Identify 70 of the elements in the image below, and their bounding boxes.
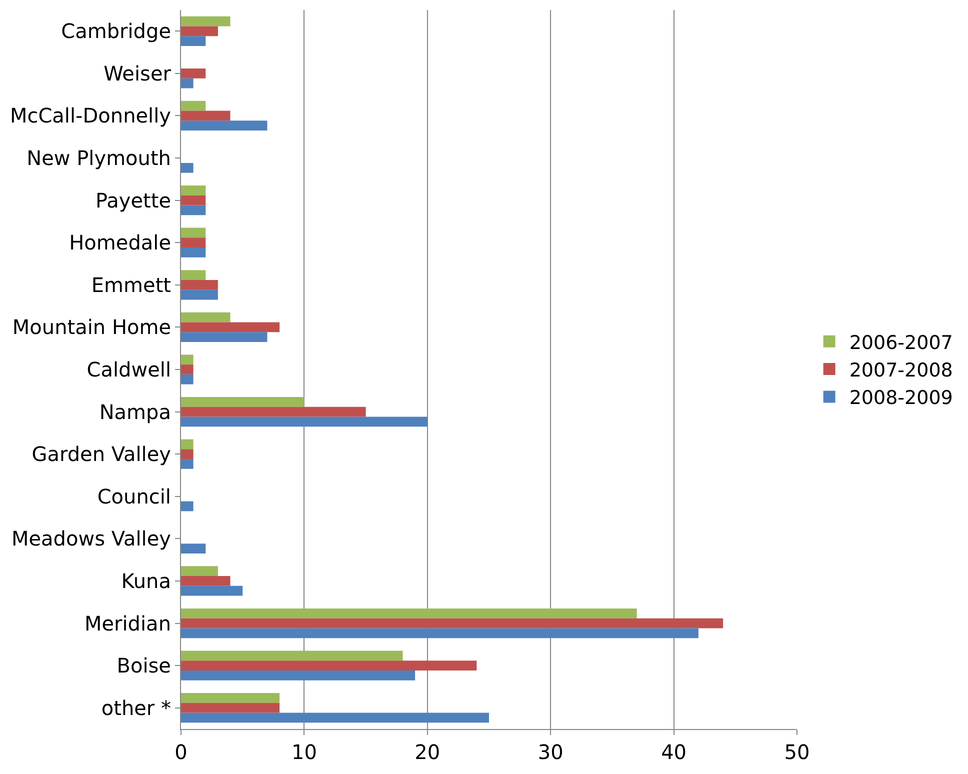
bar (181, 195, 206, 206)
bar (181, 26, 218, 36)
bar (181, 406, 366, 417)
bar (181, 68, 206, 78)
y-tick-label: Nampa (99, 400, 171, 424)
bar (181, 16, 230, 26)
bar (181, 650, 403, 661)
bar (181, 702, 280, 713)
bar (181, 449, 194, 460)
y-tick-label: Council (97, 484, 171, 508)
bar (181, 78, 194, 88)
y-tick-label: Garden Valley (32, 442, 172, 466)
bar (181, 608, 637, 618)
y-tick-label: Emmett (91, 272, 172, 297)
legend-label: 2006-2007 (849, 332, 953, 354)
bar (181, 628, 698, 638)
y-tick-label: Kuna (121, 568, 171, 593)
bar (181, 693, 280, 703)
bar (181, 332, 268, 342)
bar (181, 439, 194, 450)
y-tick-label: Mountain Home (12, 315, 171, 340)
bar (181, 36, 206, 46)
y-tick-label: Weiser (104, 61, 172, 86)
bar (181, 501, 194, 512)
x-tick-label: 0 (174, 740, 188, 764)
x-tick-label: 40 (661, 740, 687, 764)
y-tick-label: McCall-Donnelly (10, 104, 172, 128)
y-tick-label: Boise (116, 654, 171, 678)
bar (181, 248, 206, 258)
bar (181, 544, 206, 554)
y-tick-label: New Plymouth (26, 146, 171, 170)
bar (181, 416, 428, 427)
bar (181, 110, 230, 121)
bar (181, 120, 268, 131)
bar (181, 670, 416, 680)
bar (181, 322, 280, 332)
bar (181, 660, 477, 670)
bar (181, 459, 194, 469)
x-tick-label: 30 (538, 740, 564, 764)
bar (181, 618, 724, 628)
bar (181, 238, 206, 248)
bar (181, 290, 218, 300)
bar (181, 396, 304, 407)
y-tick-label: other * (101, 696, 171, 720)
x-tick-label: 10 (291, 740, 317, 764)
bar (181, 354, 194, 365)
bar (181, 280, 218, 290)
bar (181, 364, 194, 374)
bar (181, 586, 243, 596)
y-tick-label: Cambridge (61, 19, 171, 44)
bar (181, 205, 206, 216)
bar (181, 270, 206, 280)
bar (181, 576, 230, 586)
bar (181, 100, 206, 111)
bar (181, 228, 206, 238)
bar (181, 712, 489, 723)
x-tick-label: 20 (414, 740, 440, 764)
legend-label: 2007-2008 (849, 359, 953, 382)
bar (181, 186, 206, 196)
y-tick-label: Homedale (69, 230, 171, 255)
y-tick-label: Meadows Valley (11, 526, 172, 551)
x-tick-label: 50 (784, 740, 810, 764)
bar (181, 162, 194, 173)
bar (181, 566, 218, 576)
y-tick-label: Caldwell (86, 358, 171, 382)
bar (181, 374, 194, 384)
bar (181, 312, 230, 322)
legend-label: 2008-2009 (849, 387, 953, 410)
y-tick-label: Meridian (84, 611, 171, 636)
y-tick-label: Payette (95, 188, 171, 212)
